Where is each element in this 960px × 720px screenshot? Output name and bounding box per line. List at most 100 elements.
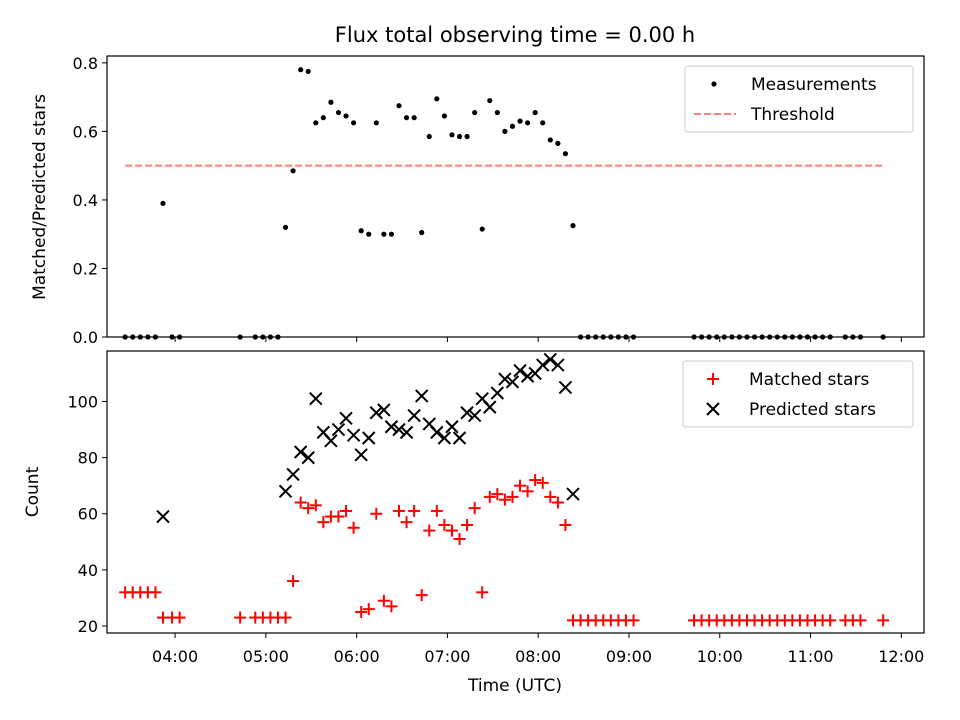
predicted-star-point <box>414 389 429 403</box>
predicted-star-point <box>543 352 558 367</box>
measurement-point <box>449 132 455 138</box>
matched-star-point <box>506 490 519 503</box>
matched-star-point <box>461 518 474 531</box>
matched-star-point <box>529 474 542 487</box>
top-axis-ticks: 0.0 0.2 0.4 0.6 0.8 <box>73 54 902 347</box>
measurement-point <box>320 115 326 121</box>
predicted-star-point <box>346 428 361 442</box>
measurement-point <box>403 115 410 121</box>
matched-star-point <box>536 476 549 489</box>
predicted-star-point <box>278 484 293 499</box>
matched-star-point <box>551 496 564 509</box>
matched-star-point <box>877 614 890 627</box>
predicted-star-point <box>331 422 346 437</box>
predicted-star-point <box>156 509 170 524</box>
measurement-point <box>343 113 349 119</box>
measurement-point <box>396 103 402 109</box>
measurement-point <box>472 109 478 116</box>
predicted-star-point <box>362 431 376 445</box>
predicted-star-point <box>460 406 474 420</box>
measurement-point <box>328 99 334 105</box>
matched-star-point <box>234 611 247 624</box>
top-panel: Flux total observing time = 0.00 h Match… <box>30 23 925 347</box>
matched-star-point <box>559 518 572 531</box>
matched-star-point <box>491 488 504 501</box>
measurement-point <box>464 133 470 140</box>
matched-star-point <box>627 614 640 627</box>
measurement-point <box>562 151 569 157</box>
measurement-point <box>411 115 417 121</box>
measurement-point <box>160 200 166 206</box>
bottom-panel: Time (UTC) Count 20 40 60 80 100 04:00 05:00 06… <box>23 350 925 696</box>
measurement-point <box>313 120 319 126</box>
predicted-star-point <box>490 386 505 400</box>
predicted-star-point <box>309 391 323 406</box>
measurement-point <box>419 229 425 236</box>
bottom-x-tick-label: 08:00 <box>515 647 561 666</box>
predicted-star-point <box>558 380 573 395</box>
predicted-star-point <box>566 487 580 501</box>
bottom-y-axis-label: Count <box>23 466 43 517</box>
matched-star-point <box>294 496 307 509</box>
bottom-x-tick-label: 11:00 <box>787 647 833 666</box>
top-axes-frame <box>106 55 925 338</box>
measurement-point <box>509 123 516 129</box>
measurement-point <box>555 140 561 146</box>
predicted-star-point <box>498 372 512 386</box>
predicted-star-point <box>377 403 391 417</box>
matched-star-point <box>302 502 315 515</box>
matched-star-point <box>438 518 451 531</box>
matched-star-point <box>468 502 481 515</box>
predicted-star-point <box>384 420 399 434</box>
matched-star-point <box>309 499 322 512</box>
matched-star-point <box>544 490 557 503</box>
matched-star-point <box>854 614 867 627</box>
matched-star-point <box>445 524 458 537</box>
predicted-star-point <box>324 434 338 448</box>
measurement-point <box>381 231 387 237</box>
bottom-x-axis-label: Time (UTC) <box>467 676 562 696</box>
predicted-star-point <box>399 425 414 440</box>
bottom-x-tick-label: 06:00 <box>334 647 380 666</box>
bottom-y-tick-label: 40 <box>78 561 98 580</box>
matched-star-point <box>514 479 527 492</box>
matched-star-point <box>415 589 428 602</box>
top-y-tick-label: 0.4 <box>73 191 98 210</box>
bottom-plot-marks <box>119 352 890 627</box>
top-legend: Measurements Threshold <box>684 65 914 133</box>
bottom-x-tick-label: 05:00 <box>243 647 289 666</box>
legend-matched-label: Matched stars <box>749 370 869 390</box>
predicted-star-point <box>293 445 308 459</box>
predicted-star-point <box>354 448 368 462</box>
matched-star-point <box>332 510 345 523</box>
matched-star-point <box>453 533 466 545</box>
matched-star-point <box>377 594 390 607</box>
matched-star-point <box>498 493 511 506</box>
top-y-axis-label: Matched/Predicted stars <box>30 94 50 300</box>
predicted-star-point <box>369 406 384 420</box>
measurement-point <box>487 97 493 104</box>
matched-star-point <box>355 605 368 618</box>
legend-predicted-label: Predicted stars <box>749 400 876 420</box>
measurement-point <box>494 109 500 116</box>
predicted-star-point <box>520 369 535 383</box>
bottom-x-tick-label: 12:00 <box>878 647 924 666</box>
predicted-star-point <box>513 363 527 378</box>
top-y-tick-label: 0.0 <box>73 328 98 347</box>
bottom-legend-box <box>682 360 914 428</box>
measurement-point <box>335 109 342 116</box>
matched-star-point <box>430 504 443 517</box>
legend-predicted-marker <box>706 402 720 416</box>
legend-matched-marker <box>707 373 719 385</box>
predicted-star-point <box>392 422 406 437</box>
predicted-star-point <box>483 400 497 414</box>
top-y-tick-label: 0.2 <box>73 259 98 278</box>
predicted-star-point <box>430 425 444 440</box>
measurement-point <box>441 113 447 119</box>
bottom-x-tick-label: 04:00 <box>152 647 198 666</box>
predicted-star-point <box>505 375 520 389</box>
measurement-point <box>426 133 432 140</box>
measurement-point <box>298 67 304 73</box>
measurement-point <box>351 120 357 126</box>
predicted-star-point <box>445 420 459 434</box>
